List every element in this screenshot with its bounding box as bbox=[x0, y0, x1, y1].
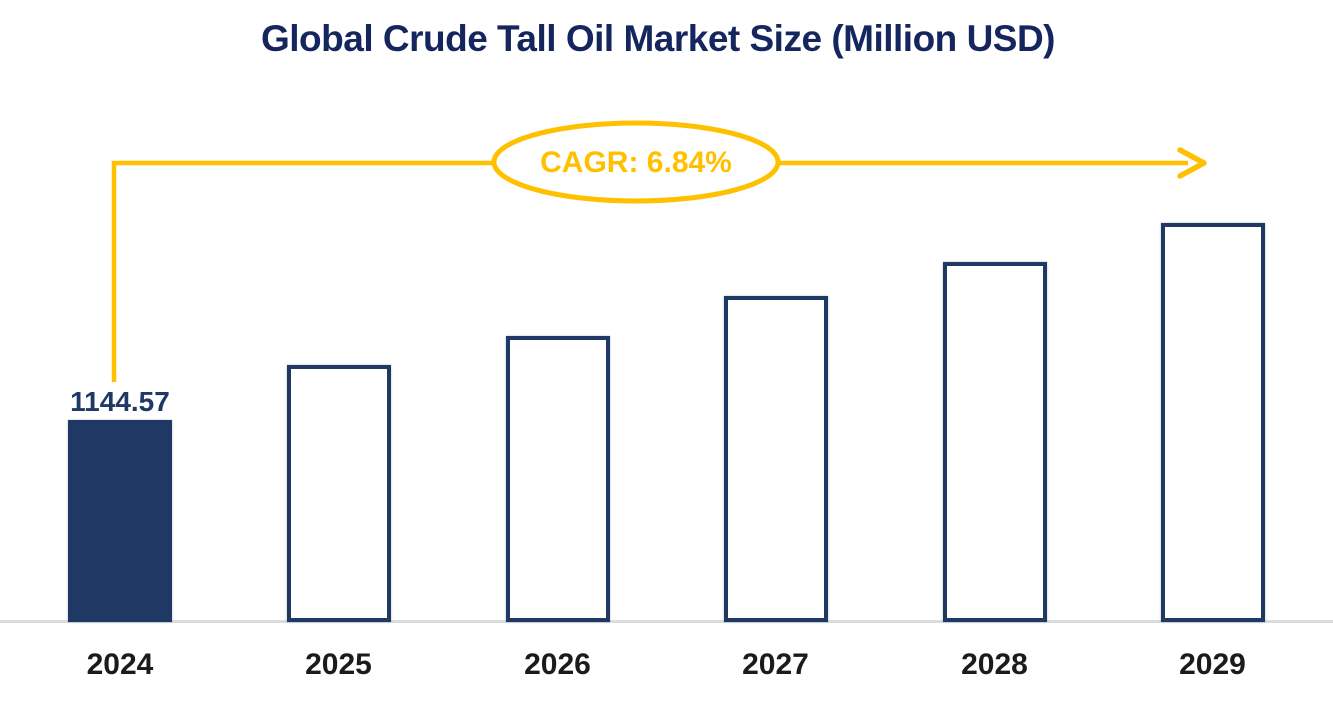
cagr-connector-line bbox=[111, 160, 1188, 382]
x-tick-2028: 2028 bbox=[961, 648, 1028, 681]
value-label-2024: 1144.57 bbox=[70, 386, 170, 417]
x-axis-line bbox=[0, 620, 1333, 623]
bar-2024 bbox=[68, 420, 172, 622]
bar-2026 bbox=[505, 336, 610, 622]
x-tick-2025: 2025 bbox=[305, 648, 372, 681]
bar-2025 bbox=[286, 365, 391, 622]
cagr-ellipse bbox=[491, 120, 781, 204]
x-tick-2024: 2024 bbox=[86, 648, 154, 681]
bar-2029 bbox=[1160, 223, 1265, 622]
x-tick-2029: 2029 bbox=[1179, 648, 1246, 681]
cagr-label: CAGR: 6.84% bbox=[540, 146, 732, 179]
bar-2027 bbox=[723, 296, 828, 622]
x-tick-2027: 2027 bbox=[742, 648, 809, 681]
chart-title: Global Crude Tall Oil Market Size (Milli… bbox=[260, 18, 1056, 59]
bar-2028 bbox=[942, 262, 1047, 622]
x-tick-2026: 2026 bbox=[524, 648, 591, 681]
arrowhead-icon bbox=[1177, 147, 1207, 179]
